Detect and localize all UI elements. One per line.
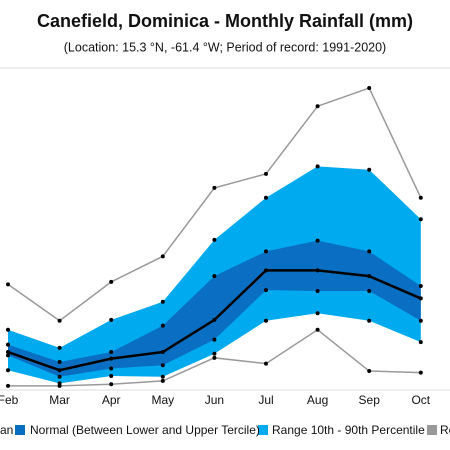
- legend-label: Normal (Between Lower and Upper Tercile): [30, 423, 260, 437]
- point: [418, 296, 423, 301]
- point: [57, 381, 62, 386]
- point: [418, 340, 423, 345]
- legend-label: Re: [440, 423, 450, 437]
- point: [212, 185, 217, 190]
- x-tick-label: Jul: [258, 393, 273, 407]
- point: [315, 289, 320, 293]
- point: [264, 249, 268, 254]
- point: [212, 237, 217, 242]
- point: [315, 104, 320, 109]
- point: [212, 274, 217, 279]
- point: [160, 363, 165, 368]
- legend-label: an: [0, 423, 13, 437]
- point: [367, 274, 372, 279]
- x-tick-label: Aug: [307, 393, 328, 407]
- point: [6, 368, 10, 373]
- chart-subtitle: (Location: 15.3 °N, -61.4 °W; Period of …: [64, 40, 386, 54]
- x-tick-label: Sep: [359, 393, 381, 407]
- x-tick-label: Jun: [205, 393, 224, 407]
- point: [367, 167, 372, 172]
- point: [315, 327, 320, 332]
- point: [57, 318, 62, 323]
- point: [367, 318, 372, 323]
- point: [264, 195, 268, 200]
- point: [109, 382, 114, 387]
- point: [109, 356, 114, 361]
- point: [212, 317, 217, 322]
- point: [57, 345, 62, 350]
- point: [6, 342, 10, 347]
- legend-swatch: [258, 425, 268, 435]
- point: [160, 350, 165, 355]
- point: [160, 323, 165, 328]
- point: [160, 254, 165, 259]
- chart-title: Canefield, Dominica - Monthly Rainfall (…: [37, 11, 413, 31]
- point: [367, 369, 372, 374]
- point: [109, 373, 114, 378]
- point: [6, 282, 10, 287]
- point: [264, 318, 268, 323]
- point: [264, 171, 268, 176]
- point: [160, 374, 165, 379]
- point: [6, 353, 10, 358]
- point: [160, 378, 165, 383]
- point: [418, 284, 423, 289]
- point: [109, 317, 114, 322]
- point: [6, 350, 10, 355]
- point: [212, 355, 217, 360]
- point: [109, 279, 114, 284]
- legend-swatch: [427, 425, 437, 435]
- point: [109, 350, 114, 355]
- point: [315, 311, 320, 316]
- plot-frame: [0, 67, 450, 391]
- point: [212, 337, 217, 342]
- point: [315, 268, 320, 273]
- point: [109, 366, 114, 371]
- point: [418, 370, 423, 375]
- point: [418, 318, 423, 323]
- point: [57, 368, 62, 373]
- point: [418, 217, 423, 222]
- point: [6, 327, 10, 332]
- point: [264, 361, 268, 366]
- point: [315, 164, 320, 169]
- x-tick-label: May: [151, 393, 174, 407]
- legend-label: Range 10th - 90th Percentile: [272, 423, 425, 437]
- legend-swatch: [15, 425, 25, 435]
- point: [212, 351, 217, 356]
- point: [264, 288, 268, 293]
- x-tick-label: Oct: [411, 393, 430, 407]
- point: [367, 289, 372, 293]
- point: [57, 374, 62, 379]
- point: [367, 249, 372, 254]
- x-tick-label: Mar: [49, 393, 70, 407]
- point: [418, 195, 423, 200]
- point: [160, 299, 165, 304]
- point: [264, 268, 268, 273]
- x-tick-label: Feb: [0, 393, 19, 407]
- point: [57, 359, 62, 364]
- point: [367, 86, 372, 91]
- x-tick-label: Apr: [102, 393, 121, 407]
- point: [6, 383, 10, 388]
- band: [8, 240, 421, 377]
- point: [315, 238, 320, 243]
